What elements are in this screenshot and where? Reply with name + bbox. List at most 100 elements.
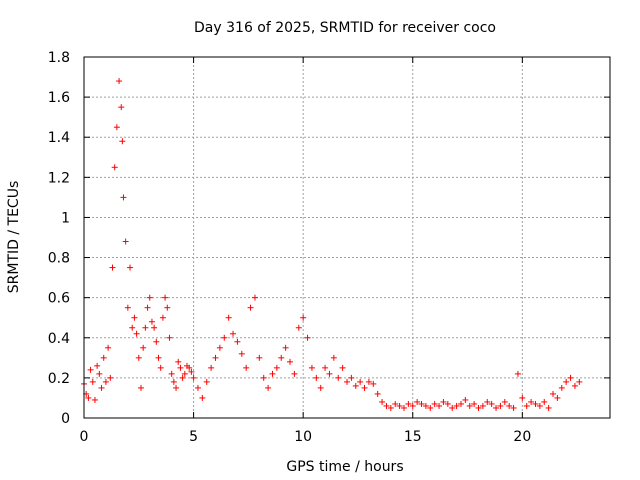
data-point (497, 402, 504, 409)
data-point (287, 358, 294, 365)
x-axis-ticks: 0 5 10 15 20 (80, 57, 531, 445)
data-point (140, 344, 147, 351)
data-point (493, 404, 500, 411)
data-point (479, 402, 486, 409)
data-point (304, 334, 311, 341)
data-point (523, 402, 530, 409)
data-point (273, 364, 280, 371)
data-point (295, 324, 302, 331)
grid-lines (84, 57, 610, 418)
data-point (247, 304, 254, 311)
data-point (484, 398, 491, 405)
data-point (212, 354, 219, 361)
data-point (251, 294, 258, 301)
data-point (379, 398, 386, 405)
data-point (361, 384, 368, 391)
data-point (129, 324, 136, 331)
data-point (449, 404, 456, 411)
x-tick-label: 15 (404, 429, 422, 445)
data-point (119, 138, 126, 145)
data-point (208, 364, 215, 371)
data-point (528, 398, 535, 405)
y-tick-label: 1.6 (48, 90, 70, 106)
data-point (436, 402, 443, 409)
data-point (157, 364, 164, 371)
data-point (427, 404, 434, 411)
data-point (387, 404, 394, 411)
data-point (135, 354, 142, 361)
data-point (300, 314, 307, 321)
data-point (330, 354, 337, 361)
data-point (269, 370, 276, 377)
x-axis-label: GPS time / hours (286, 459, 403, 475)
data-point (422, 402, 429, 409)
data-point (260, 374, 267, 381)
data-point (291, 370, 298, 377)
data-point (221, 334, 228, 341)
data-point (344, 378, 350, 385)
data-point (558, 384, 565, 391)
data-point (151, 324, 158, 331)
data-point (100, 354, 107, 361)
data-point (392, 400, 399, 407)
data-point (89, 378, 96, 385)
data-point (576, 378, 583, 385)
y-axis-ticks: 0 0.2 0.4 0.6 0.8 1 1.2 1.4 1.6 1.8 (48, 50, 610, 427)
data-point (122, 238, 129, 245)
data-point (194, 384, 201, 391)
data-point (514, 370, 521, 377)
x-tick-label: 0 (80, 429, 89, 445)
data-point (105, 344, 112, 351)
y-tick-label: 1.4 (48, 130, 70, 146)
data-point (87, 366, 94, 373)
data-point (107, 374, 114, 381)
data-point (170, 378, 177, 385)
x-tick-label: 5 (189, 429, 198, 445)
data-point (444, 400, 451, 407)
y-tick-label: 0.4 (48, 331, 70, 347)
data-point (124, 304, 131, 311)
data-point (179, 374, 186, 381)
data-point (563, 378, 570, 385)
data-point (118, 104, 125, 111)
data-point (374, 390, 381, 397)
data-point (326, 370, 333, 377)
y-tick-label: 1 (61, 210, 70, 226)
plot-frame (83, 56, 611, 419)
data-point (409, 402, 416, 409)
data-point (230, 330, 237, 337)
data-point (186, 364, 193, 371)
data-point (400, 404, 407, 411)
y-tick-label: 0.2 (48, 371, 70, 387)
data-point (225, 314, 232, 321)
data-point (282, 344, 289, 351)
data-point (335, 374, 342, 381)
data-point (181, 370, 188, 377)
data-point (322, 364, 329, 371)
data-point (109, 264, 116, 271)
data-point (536, 402, 543, 409)
data-point (475, 404, 482, 411)
data-point (243, 364, 250, 371)
data-point (357, 378, 364, 385)
data-point (550, 390, 557, 397)
data-point (348, 374, 355, 381)
data-point (153, 338, 160, 345)
data-point (308, 364, 315, 371)
data-point (102, 378, 109, 385)
data-point (256, 354, 263, 361)
y-axis-label: SRMTID / TECUs (6, 181, 22, 294)
x-tick-label: 20 (513, 429, 531, 445)
data-points (81, 78, 583, 411)
data-point (370, 380, 377, 387)
data-point (177, 364, 184, 371)
data-point (234, 338, 241, 345)
y-tick-label: 0 (61, 411, 70, 427)
data-point (567, 374, 574, 381)
x-tick-label: 10 (294, 429, 312, 445)
data-point (471, 400, 478, 407)
data-point (164, 304, 171, 311)
data-point (133, 330, 140, 337)
data-point (466, 402, 473, 409)
data-point (120, 194, 127, 201)
